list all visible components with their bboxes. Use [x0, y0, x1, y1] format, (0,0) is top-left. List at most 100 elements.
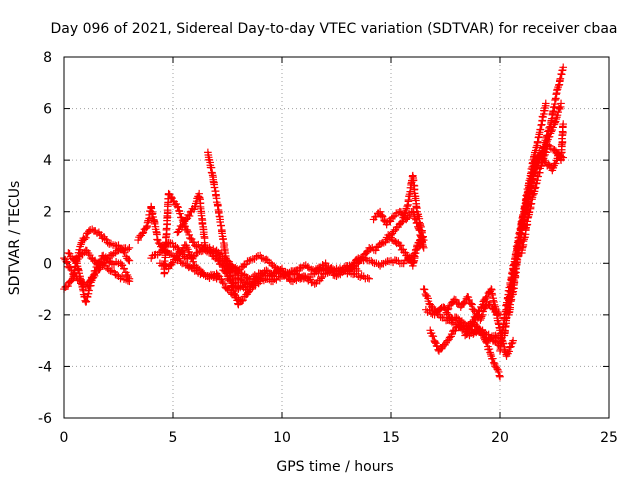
trace-point — [473, 310, 482, 319]
trace-point — [180, 217, 188, 226]
trace-point — [518, 243, 527, 252]
trace-point — [243, 279, 252, 288]
trace-point — [444, 304, 453, 313]
trace-point — [217, 221, 225, 230]
trace-point — [185, 212, 194, 220]
y-tick-label: 8 — [43, 50, 52, 66]
trace-point — [201, 243, 210, 252]
trace-point — [270, 262, 278, 270]
trace-point — [533, 157, 541, 166]
trace-point — [276, 266, 285, 275]
trace-point — [451, 326, 460, 335]
trace-point — [174, 203, 182, 212]
trace-point — [529, 170, 538, 178]
trace-point — [120, 248, 129, 257]
trace-point — [198, 268, 207, 277]
trace-point — [397, 241, 405, 250]
trace-point — [262, 255, 271, 264]
trace-point — [477, 303, 486, 312]
trace-point — [317, 274, 325, 283]
trace-point — [205, 247, 213, 256]
trace-point — [65, 249, 74, 258]
y-tick-label: 6 — [43, 102, 52, 118]
trace-point — [190, 238, 198, 247]
trace-point — [97, 255, 106, 263]
trace-point — [215, 256, 223, 265]
trace-point — [418, 233, 427, 242]
trace-point — [90, 270, 98, 279]
y-axis-label: SDTVAR / TECUs — [7, 181, 23, 296]
trace-point — [507, 339, 516, 348]
trace-point — [553, 86, 561, 94]
trace-point — [464, 293, 473, 301]
trace-point — [488, 291, 497, 299]
trace-point — [90, 257, 99, 265]
trace-point — [309, 278, 317, 287]
trace-point — [219, 235, 227, 243]
series-track-17 — [382, 171, 428, 244]
trace-point — [447, 316, 456, 324]
trace-point — [552, 90, 561, 99]
data-point — [223, 274, 232, 283]
trace-point — [276, 274, 284, 282]
trace-point — [539, 158, 547, 167]
trace-point — [113, 271, 121, 279]
trace-point — [220, 279, 228, 288]
trace-point — [524, 214, 532, 222]
trace-point — [539, 113, 547, 121]
trace-point — [394, 209, 402, 217]
y-tick-label: -6 — [38, 411, 52, 427]
trace-point — [473, 312, 481, 320]
trace-point — [363, 274, 372, 282]
trace-point — [442, 338, 451, 347]
trace-point — [172, 253, 181, 262]
trace-point — [150, 220, 159, 228]
series-track-13 — [234, 251, 373, 288]
trace-point — [242, 260, 250, 268]
trace-point — [242, 273, 251, 282]
chart-title: Day 096 of 2021, Sidereal Day-to-day VTE… — [51, 21, 618, 37]
series-track-4 — [71, 246, 134, 286]
trace-point — [415, 218, 423, 227]
trace-point — [395, 220, 404, 229]
data-point — [134, 236, 142, 244]
tick-label-layer: 0 5 10 15 20 25 -6 -4 -2 0 2 4 6 8 — [38, 50, 618, 446]
trace-point — [485, 345, 494, 353]
x-tick-label: 20 — [491, 430, 509, 446]
trace-point — [482, 337, 490, 346]
trace-point — [545, 142, 554, 150]
trace-point — [75, 269, 84, 278]
series-track-27 — [518, 120, 568, 257]
trace-point — [138, 229, 147, 238]
trace-point — [399, 259, 408, 268]
trace-point — [486, 350, 495, 359]
trace-point — [508, 339, 517, 347]
trace-point — [551, 159, 560, 168]
trace-point — [91, 266, 100, 275]
series-track-12 — [223, 259, 363, 293]
trace-point — [413, 204, 421, 212]
trace-point — [168, 258, 177, 267]
x-tick-label: 5 — [169, 430, 178, 446]
trace-point — [215, 209, 223, 217]
trace-point — [63, 258, 71, 267]
trace-point — [495, 371, 504, 380]
trace-point — [77, 240, 85, 249]
trace-point — [207, 168, 216, 177]
trace-point — [167, 193, 175, 201]
trace-point — [531, 163, 539, 171]
trace-point — [178, 259, 186, 268]
trace-point — [329, 265, 337, 273]
trace-point — [409, 258, 418, 266]
trace-point — [545, 132, 554, 141]
trace-point — [230, 279, 238, 288]
trace-point — [549, 123, 557, 132]
trace-point — [89, 272, 98, 280]
data-point — [426, 326, 435, 335]
trace-point — [494, 368, 503, 376]
trace-point — [483, 293, 491, 301]
trace-point — [185, 248, 193, 256]
trace-point — [553, 111, 562, 119]
trace-point — [216, 218, 225, 226]
x-tick-label: 0 — [60, 430, 69, 446]
